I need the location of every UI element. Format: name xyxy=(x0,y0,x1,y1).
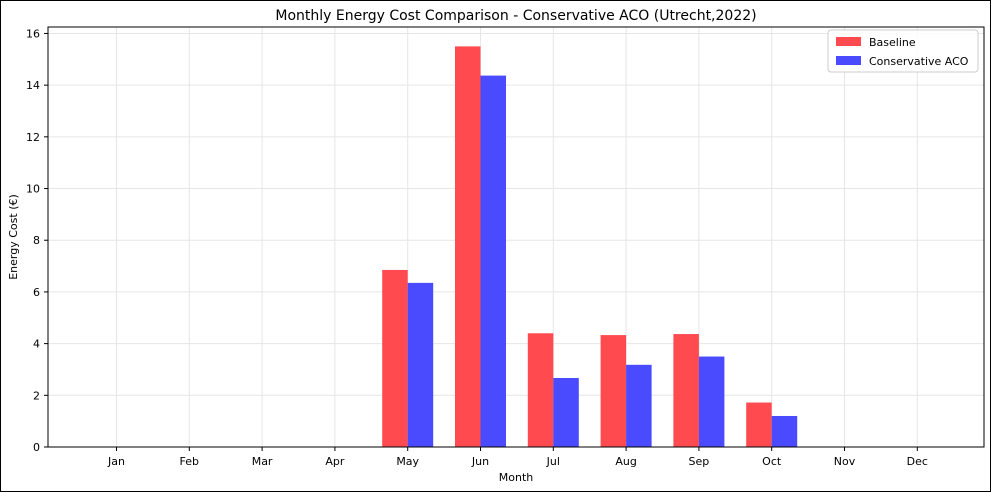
y-tick-label: 0 xyxy=(33,441,40,454)
plot-background xyxy=(48,27,984,447)
y-tick-label: 6 xyxy=(33,286,40,299)
x-tick-label: Feb xyxy=(180,455,199,468)
bar-baseline xyxy=(746,402,772,447)
x-tick-label: Jun xyxy=(471,455,489,468)
y-tick-label: 14 xyxy=(26,79,40,92)
x-tick-label: Sep xyxy=(689,455,710,468)
bars xyxy=(382,46,798,448)
x-axis-label: Month xyxy=(499,471,534,484)
bar-baseline xyxy=(527,333,554,447)
legend-swatch-baseline xyxy=(836,37,861,46)
x-tick-label: Mar xyxy=(252,455,273,468)
y-tick-label: 4 xyxy=(33,338,40,351)
x-tick-label: Aug xyxy=(615,455,636,468)
legend: Baseline Conservative ACO xyxy=(827,29,979,73)
y-axis-label: Energy Cost (€) xyxy=(7,194,20,280)
chart-title: Monthly Energy Cost Comparison - Conserv… xyxy=(275,8,756,24)
x-tick-label: Jan xyxy=(107,455,125,468)
bar-conservative-aco xyxy=(626,364,652,447)
bar-baseline xyxy=(600,335,627,447)
bar-baseline xyxy=(673,334,699,447)
bar-baseline xyxy=(455,46,481,448)
bar-baseline xyxy=(382,269,408,447)
bar-conservative-aco xyxy=(698,356,725,447)
y-tick-label: 10 xyxy=(26,183,40,196)
legend-swatch-conservative-aco xyxy=(836,56,861,65)
legend-box xyxy=(827,29,979,73)
bar-conservative-aco xyxy=(407,282,434,447)
x-tick-label: May xyxy=(396,455,419,468)
x-tick-label: Apr xyxy=(325,455,345,468)
y-tick-label: 8 xyxy=(33,234,40,247)
x-tick-label: Dec xyxy=(907,455,928,468)
y-tick-label: 2 xyxy=(33,389,40,402)
y-tick-label: 16 xyxy=(26,27,40,40)
bar-conservative-aco xyxy=(480,75,506,448)
legend-label-baseline: Baseline xyxy=(869,36,916,49)
bar-conservative-aco xyxy=(553,377,579,447)
y-tick-label: 12 xyxy=(26,131,40,144)
x-tick-label: Jul xyxy=(546,455,560,468)
legend-label-conservative-aco: Conservative ACO xyxy=(869,55,969,68)
x-tick-label: Oct xyxy=(762,455,782,468)
bar-conservative-aco xyxy=(771,415,798,447)
plot-area-border xyxy=(47,26,985,448)
x-tick-label: Nov xyxy=(834,455,856,468)
axis-ticks: 0 2 4 6 8 10 12 14 16 Jan Feb Mar Apr May Jun Jul Aug Sep… xyxy=(26,27,928,468)
